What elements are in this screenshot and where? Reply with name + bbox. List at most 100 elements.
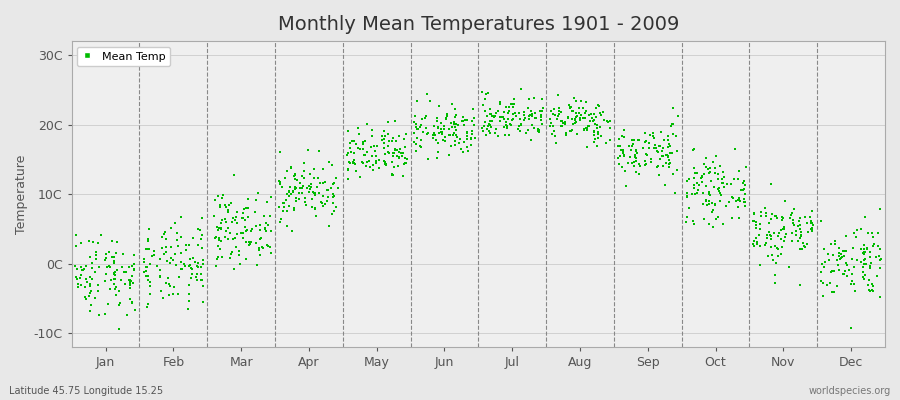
- Point: [420, 156, 435, 163]
- Point: [754, 213, 769, 219]
- Point: [260, 242, 274, 248]
- Point: [665, 120, 680, 127]
- Point: [662, 160, 677, 167]
- Point: [250, 262, 265, 268]
- Point: [482, 111, 497, 117]
- Point: [107, 271, 122, 277]
- Point: [429, 137, 444, 143]
- Point: [616, 148, 630, 154]
- Point: [508, 112, 523, 119]
- Point: [652, 143, 666, 149]
- Y-axis label: Temperature: Temperature: [15, 154, 28, 234]
- Point: [746, 241, 760, 248]
- Point: [493, 114, 508, 120]
- Point: [804, 218, 818, 224]
- Point: [557, 121, 572, 128]
- Point: [327, 208, 341, 214]
- Point: [163, 282, 177, 289]
- Point: [475, 124, 490, 131]
- Point: [696, 201, 710, 208]
- Point: [382, 150, 396, 157]
- Point: [432, 130, 446, 136]
- Point: [396, 150, 410, 156]
- Point: [409, 148, 423, 154]
- Point: [747, 210, 761, 216]
- Point: [597, 117, 611, 123]
- Point: [587, 117, 601, 124]
- Point: [190, 276, 204, 283]
- Point: [576, 105, 590, 111]
- Point: [845, 270, 859, 277]
- Point: [625, 160, 639, 166]
- Point: [248, 239, 263, 246]
- Point: [278, 196, 293, 203]
- Point: [415, 116, 429, 122]
- Point: [228, 235, 242, 241]
- Point: [488, 130, 502, 136]
- Point: [791, 237, 806, 244]
- Point: [569, 110, 583, 116]
- Point: [444, 120, 458, 126]
- Point: [390, 147, 404, 153]
- Point: [543, 116, 557, 122]
- Point: [98, 278, 112, 284]
- Point: [286, 189, 301, 195]
- Point: [232, 248, 247, 255]
- Point: [158, 229, 173, 236]
- Point: [231, 252, 246, 258]
- Point: [870, 243, 885, 249]
- Point: [844, 278, 859, 284]
- Point: [482, 106, 497, 112]
- Point: [796, 240, 810, 246]
- Point: [686, 146, 700, 153]
- Point: [777, 225, 791, 232]
- Point: [482, 130, 497, 136]
- Point: [569, 98, 583, 104]
- Point: [564, 127, 579, 133]
- Point: [737, 186, 751, 192]
- Point: [514, 86, 528, 92]
- Point: [455, 118, 470, 125]
- Point: [175, 259, 189, 265]
- Point: [212, 237, 226, 243]
- Point: [768, 272, 782, 278]
- Point: [749, 222, 763, 228]
- Point: [82, 293, 96, 299]
- Point: [478, 108, 492, 114]
- Point: [853, 226, 868, 232]
- Point: [482, 122, 497, 129]
- Point: [562, 127, 577, 134]
- Point: [460, 129, 474, 136]
- Point: [448, 123, 463, 130]
- Point: [617, 168, 632, 174]
- Point: [366, 143, 381, 150]
- Point: [123, 280, 138, 287]
- Point: [431, 140, 446, 146]
- Point: [658, 182, 672, 188]
- Point: [603, 125, 617, 131]
- Point: [680, 193, 694, 199]
- Point: [128, 307, 142, 313]
- Point: [431, 124, 446, 131]
- Point: [288, 171, 302, 177]
- Point: [531, 129, 545, 136]
- Point: [662, 141, 677, 148]
- Point: [568, 117, 582, 123]
- Point: [410, 134, 425, 141]
- Point: [857, 250, 871, 257]
- Point: [702, 190, 716, 197]
- Point: [364, 133, 379, 139]
- Point: [599, 140, 614, 146]
- Point: [451, 122, 465, 128]
- Point: [579, 99, 593, 105]
- Point: [369, 158, 383, 164]
- Point: [543, 123, 557, 129]
- Point: [346, 150, 361, 156]
- Point: [397, 161, 411, 168]
- Point: [861, 230, 876, 236]
- Point: [581, 123, 596, 129]
- Point: [123, 278, 138, 284]
- Point: [832, 245, 846, 251]
- Point: [628, 148, 643, 154]
- Point: [585, 115, 599, 122]
